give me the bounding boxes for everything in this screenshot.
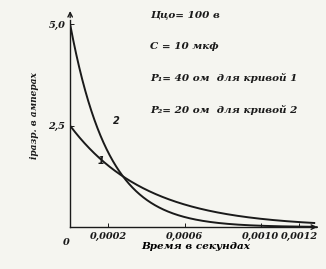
Text: 0: 0	[63, 238, 70, 247]
Text: 2: 2	[113, 116, 120, 126]
X-axis label: Время в секундах: Время в секундах	[141, 242, 250, 252]
Text: Р₁= 40 ом  для кривой 1: Р₁= 40 ом для кривой 1	[150, 73, 298, 83]
Text: іразр. в амперах: іразр. в амперах	[30, 72, 39, 159]
Text: 1: 1	[98, 156, 105, 166]
Text: Р₂= 20 ом  для кривой 2: Р₂= 20 ом для кривой 2	[150, 105, 298, 115]
Text: С = 10 мкф: С = 10 мкф	[150, 42, 219, 51]
Text: Ццо= 100 в: Ццо= 100 в	[150, 10, 220, 19]
